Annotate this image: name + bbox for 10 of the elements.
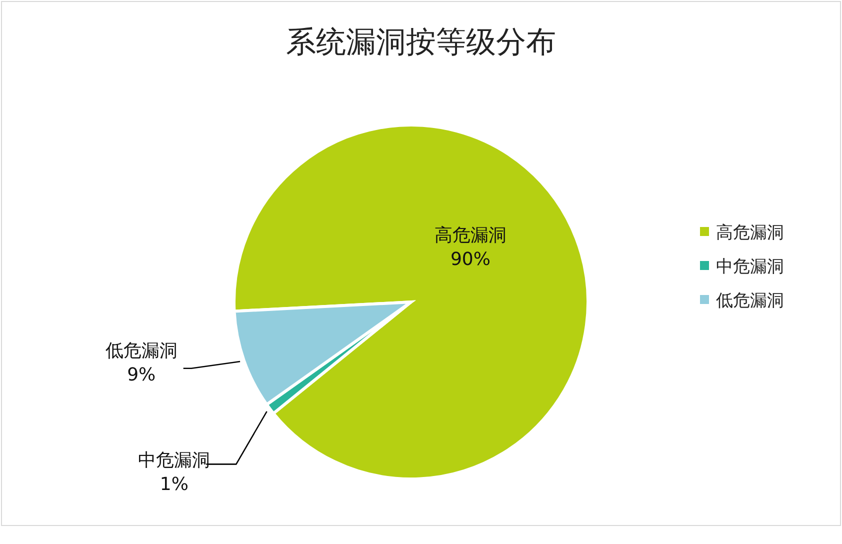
legend-label: 低危漏洞	[716, 291, 784, 311]
data-label: 9%	[127, 364, 156, 386]
data-label: 90%	[450, 249, 490, 270]
slice-label: 中危漏洞	[138, 450, 210, 472]
chart-title: 系统漏洞按等级分布	[286, 25, 556, 60]
legend-label: 高危漏洞	[716, 223, 784, 243]
slice-label: 低危漏洞	[105, 340, 178, 362]
slice-label: 高危漏洞	[434, 225, 506, 246]
data-label: 1%	[160, 474, 188, 496]
legend-label: 中危漏洞	[716, 257, 784, 277]
